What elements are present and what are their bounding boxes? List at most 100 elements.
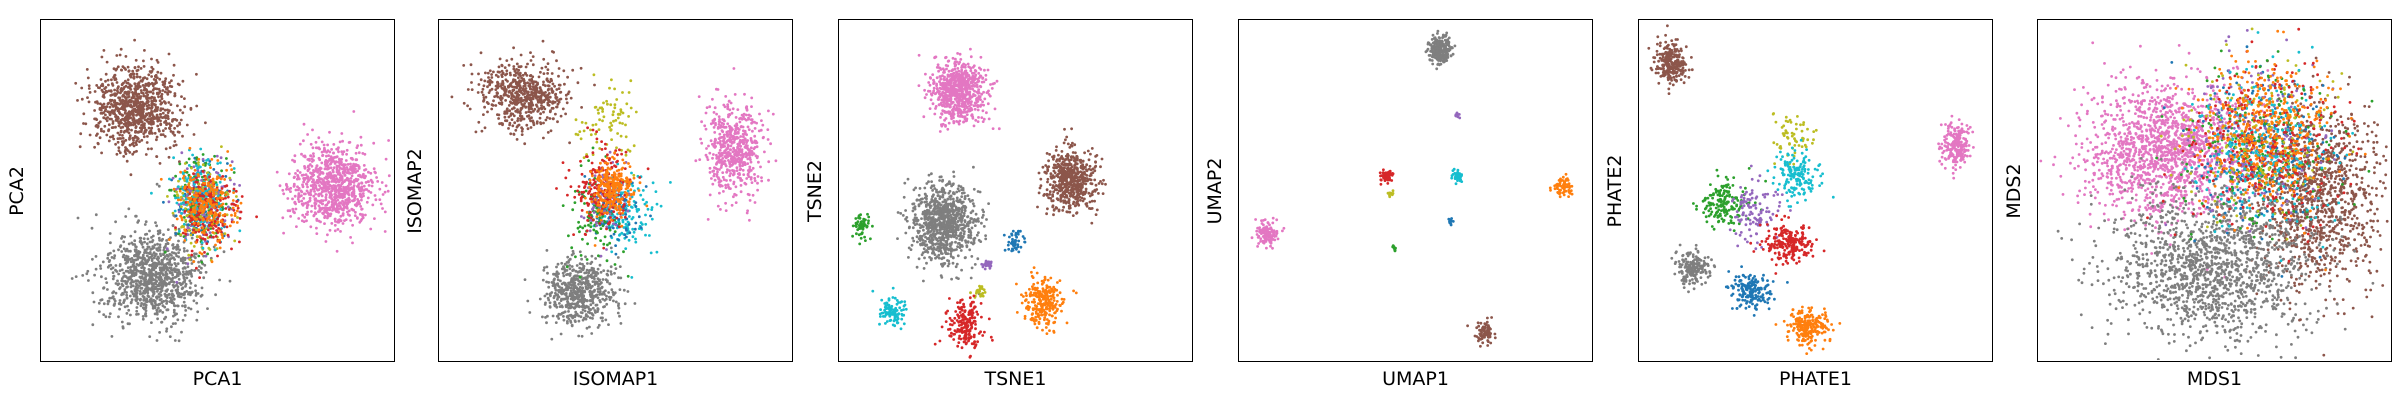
data-point bbox=[719, 158, 722, 162]
data-point bbox=[113, 302, 117, 306]
data-point bbox=[92, 300, 96, 304]
data-point bbox=[148, 96, 152, 100]
data-point bbox=[753, 134, 757, 138]
data-point bbox=[230, 160, 234, 164]
data-point bbox=[117, 146, 121, 149]
data-point bbox=[314, 146, 318, 150]
data-point bbox=[309, 142, 313, 146]
data-point bbox=[554, 96, 558, 100]
data-point bbox=[162, 233, 165, 237]
data-point bbox=[126, 65, 130, 69]
data-point bbox=[359, 135, 363, 139]
data-point bbox=[80, 97, 84, 101]
data-point bbox=[120, 250, 124, 253]
data-point bbox=[712, 153, 715, 156]
data-point bbox=[761, 136, 765, 140]
data-point bbox=[523, 102, 526, 105]
data-point bbox=[545, 116, 549, 119]
data-point bbox=[530, 92, 534, 96]
data-point bbox=[529, 98, 533, 102]
data-point bbox=[748, 165, 752, 169]
data-point bbox=[518, 86, 522, 90]
data-point bbox=[326, 216, 329, 220]
data-point bbox=[519, 118, 523, 122]
data-point bbox=[732, 182, 736, 186]
data-point bbox=[214, 243, 217, 247]
data-point bbox=[729, 172, 732, 175]
data-point bbox=[507, 85, 511, 89]
data-point bbox=[484, 95, 488, 99]
data-point bbox=[332, 203, 335, 207]
data-point bbox=[557, 67, 561, 70]
data-point bbox=[199, 197, 202, 201]
data-point bbox=[208, 248, 212, 251]
data-point bbox=[325, 154, 328, 158]
data-point bbox=[729, 101, 733, 105]
data-point bbox=[192, 133, 196, 136]
data-point bbox=[201, 226, 205, 230]
data-point bbox=[109, 241, 112, 245]
data-point bbox=[117, 248, 120, 252]
data-point bbox=[336, 184, 340, 187]
data-point bbox=[383, 190, 387, 194]
data-point bbox=[154, 103, 157, 107]
data-point bbox=[145, 297, 149, 301]
data-point bbox=[131, 91, 134, 94]
data-point bbox=[351, 223, 354, 227]
data-point bbox=[547, 87, 550, 91]
data-point bbox=[306, 210, 310, 214]
data-point bbox=[756, 181, 759, 185]
data-point bbox=[293, 194, 297, 198]
data-point bbox=[124, 138, 128, 142]
data-point bbox=[230, 247, 233, 251]
data-point bbox=[188, 203, 192, 207]
data-point bbox=[114, 220, 117, 224]
data-point bbox=[107, 101, 110, 105]
data-point bbox=[182, 194, 186, 198]
data-point bbox=[716, 141, 719, 145]
data-point bbox=[482, 113, 485, 116]
data-point bbox=[183, 169, 187, 173]
data-point bbox=[199, 208, 203, 212]
data-point bbox=[76, 216, 80, 220]
data-point bbox=[150, 81, 154, 85]
data-point bbox=[163, 79, 167, 83]
data-point bbox=[555, 105, 559, 109]
data-point bbox=[132, 117, 136, 120]
data-point bbox=[168, 260, 172, 264]
data-point bbox=[303, 215, 307, 219]
data-point bbox=[159, 71, 163, 75]
data-point bbox=[742, 142, 746, 145]
data-point bbox=[222, 250, 226, 254]
data-point bbox=[189, 233, 193, 237]
data-point bbox=[176, 262, 180, 266]
data-point bbox=[127, 131, 131, 135]
data-point bbox=[519, 107, 523, 110]
data-point bbox=[175, 280, 179, 284]
data-point bbox=[523, 84, 527, 88]
data-point bbox=[152, 115, 155, 119]
data-point bbox=[136, 254, 140, 257]
data-point bbox=[315, 181, 319, 185]
data-point bbox=[129, 88, 133, 91]
data-point bbox=[209, 166, 212, 170]
data-point bbox=[132, 150, 136, 154]
data-point bbox=[548, 95, 552, 99]
data-point bbox=[707, 144, 710, 148]
data-point bbox=[771, 112, 775, 116]
data-point bbox=[528, 74, 532, 78]
data-point bbox=[499, 84, 503, 88]
data-point bbox=[285, 187, 288, 191]
data-point bbox=[205, 193, 209, 196]
data-point bbox=[520, 98, 524, 102]
data-point bbox=[238, 217, 242, 220]
data-point bbox=[197, 260, 201, 264]
data-point bbox=[138, 290, 142, 293]
data-point bbox=[529, 126, 533, 129]
data-point bbox=[470, 72, 474, 76]
data-point bbox=[180, 216, 184, 220]
data-point bbox=[286, 197, 290, 200]
data-point bbox=[177, 185, 180, 189]
data-point bbox=[129, 260, 133, 264]
data-point bbox=[108, 259, 112, 262]
